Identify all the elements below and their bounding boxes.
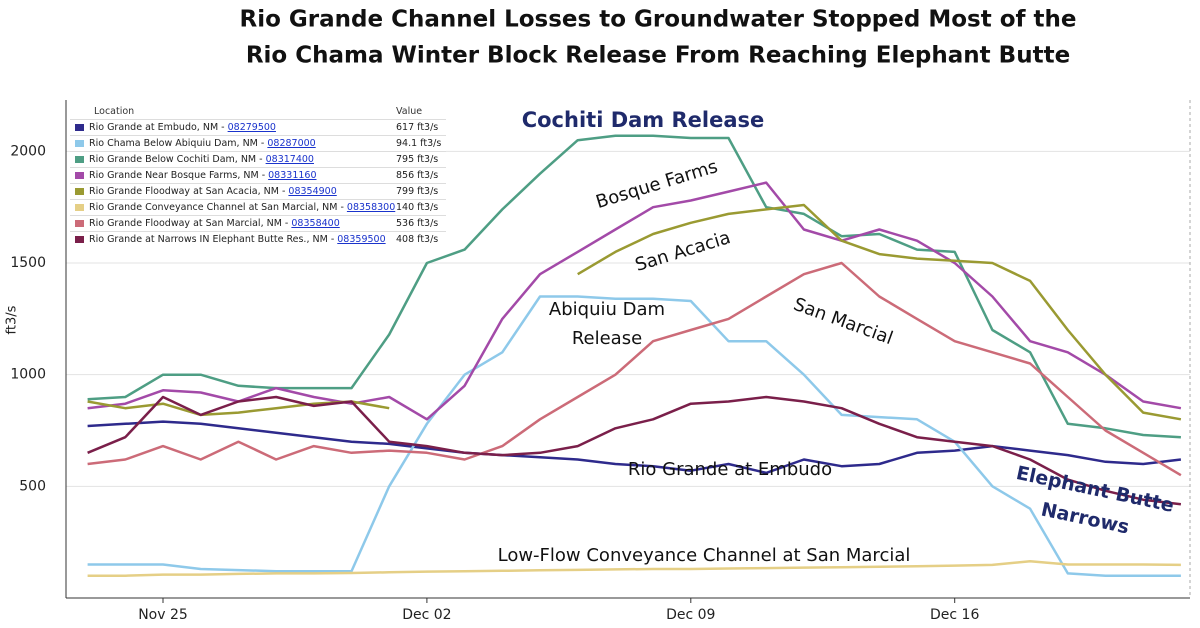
x-tick-label: Dec 16 — [930, 607, 979, 623]
y-tick-label: 1500 — [10, 255, 46, 271]
y-tick-label: 2000 — [10, 143, 46, 159]
legend-name: Rio Grande at Narrows IN Elephant Butte … — [89, 234, 338, 245]
series-line — [87, 395, 1182, 506]
legend-value: 856 ft3/s — [396, 170, 439, 181]
site-link[interactable]: 08317400 — [265, 154, 314, 165]
legend-header: Location Value — [70, 104, 446, 119]
legend-value: 795 ft3/s — [396, 154, 439, 165]
legend-row: Rio Grande at Embudo, NM - 08279500 617 f… — [70, 119, 446, 135]
legend-value: 408 ft3/s — [396, 234, 439, 245]
site-link[interactable]: 08279500 — [227, 122, 276, 133]
annotation: Cochiti Dam Release — [522, 108, 765, 132]
legend-swatch — [75, 188, 84, 195]
legend-swatch — [75, 220, 84, 227]
legend-name: Rio Grande Near Bosque Farms, NM - — [89, 170, 269, 181]
legend-name: Rio Grande Conveyance Channel at San Mar… — [89, 202, 347, 213]
x-tick-label: Dec 02 — [402, 607, 451, 623]
chart-title: Rio Chama Winter Block Release From Reac… — [246, 43, 1070, 69]
annotation: Low-Flow Conveyance Channel at San Marci… — [498, 545, 911, 566]
legend-row: Rio Grande Conveyance Channel at San Mar… — [70, 199, 446, 215]
legend-value: 799 ft3/s — [396, 186, 439, 197]
legend-swatch — [75, 124, 84, 131]
site-link[interactable]: 08359500 — [337, 234, 386, 245]
annotation: Bosque Farms — [593, 156, 720, 213]
y-tick-label: 500 — [19, 478, 46, 494]
legend-row: Rio Grande Floodway at San Acacia, NM - … — [70, 183, 446, 199]
series-line — [87, 420, 1182, 475]
chart-title: Rio Grande Channel Losses to Groundwater… — [239, 7, 1076, 33]
legend-swatch — [75, 236, 84, 243]
series-line — [87, 181, 1182, 421]
site-link[interactable]: 08354900 — [288, 186, 337, 197]
legend-value: 140 ft3/s — [396, 202, 439, 213]
legend-location: Rio Grande Conveyance Channel at San Mar… — [89, 202, 396, 213]
legend-location: Rio Grande Below Cochiti Dam, NM - 08317… — [89, 154, 396, 165]
legend-name: Rio Grande Floodway at San Marcial, NM - — [89, 218, 292, 229]
legend-location: Rio Chama Below Abiquiu Dam, NM - 082870… — [89, 138, 396, 149]
legend-row: Rio Grande at Narrows IN Elephant Butte … — [70, 231, 446, 247]
legend-swatch — [75, 204, 84, 211]
annotation: San Acacia — [633, 227, 733, 276]
site-link[interactable]: 08358400 — [291, 218, 340, 229]
legend-name: Rio Chama Below Abiquiu Dam, NM - — [89, 138, 268, 149]
site-link[interactable]: 08287000 — [267, 138, 316, 149]
legend-name: Rio Grande Floodway at San Acacia, NM - — [89, 186, 289, 197]
legend-swatch — [75, 140, 84, 147]
x-tick-label: Dec 09 — [666, 607, 715, 623]
legend-location: Rio Grande at Narrows IN Elephant Butte … — [89, 234, 396, 245]
series-line — [87, 134, 1181, 439]
header-location: Location — [94, 106, 135, 117]
series-line — [87, 295, 1181, 577]
legend-row: Rio Chama Below Abiquiu Dam, NM - 082870… — [70, 135, 446, 151]
series-line — [87, 559, 1181, 577]
annotation: Rio Grande at Embudo — [628, 459, 832, 480]
legend-swatch — [75, 172, 84, 179]
legend-location: Rio Grande Floodway at San Acacia, NM - … — [89, 186, 396, 197]
y-axis-label: ft3/s — [5, 305, 20, 334]
legend-value: 536 ft3/s — [396, 218, 439, 229]
x-tick-label: Nov 25 — [138, 607, 188, 623]
header-value: Value — [396, 106, 423, 117]
legend-row: Rio Grande Floodway at San Marcial, NM -… — [70, 215, 446, 231]
legend-location: Rio Grande Floodway at San Marcial, NM -… — [89, 218, 396, 229]
legend-value: 94.1 ft3/s — [396, 138, 442, 149]
legend-location: Rio Grande Near Bosque Farms, NM - 08331… — [89, 170, 396, 181]
annotation: Release — [572, 328, 642, 349]
y-tick-label: 1000 — [10, 367, 46, 383]
legend-row: Rio Grande Near Bosque Farms, NM - 08331… — [70, 167, 446, 183]
site-link[interactable]: 08331160 — [268, 170, 317, 181]
annotation: San Marcial — [791, 294, 896, 349]
legend-location: Rio Grande at Embudo, NM - 08279500 — [89, 122, 396, 133]
legend: Location Value Rio Grande at Embudo, NM - … — [70, 104, 446, 247]
legend-row: Rio Grande Below Cochiti Dam, NM - 08317… — [70, 151, 446, 167]
annotation: Abiquiu Dam — [549, 299, 665, 320]
site-link[interactable]: 08358300 — [346, 202, 396, 213]
legend-name: Rio Grande at Embudo, NM - — [89, 122, 228, 133]
series-line — [87, 261, 1182, 477]
legend-swatch — [75, 156, 84, 163]
legend-value: 617 ft3/s — [396, 122, 439, 133]
legend-name: Rio Grande Below Cochiti Dam, NM - — [89, 154, 266, 165]
